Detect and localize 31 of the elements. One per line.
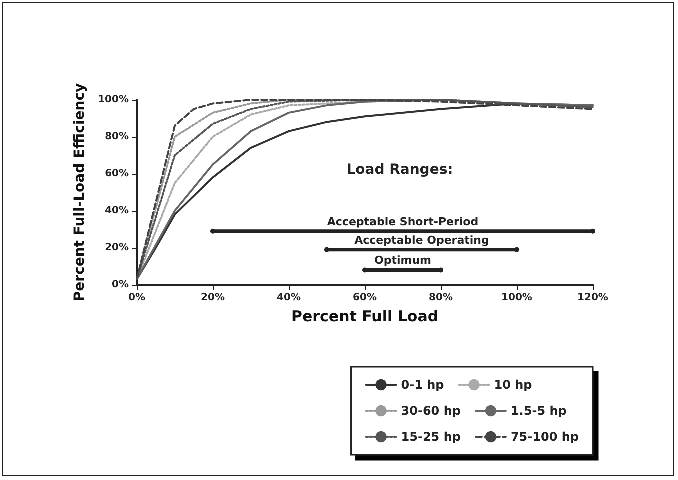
legend-label: 15-25 hp bbox=[401, 430, 462, 444]
point bbox=[438, 268, 444, 273]
legend-label: 30-60 hp bbox=[401, 404, 462, 418]
legend-label: 1.5-5 hp bbox=[510, 404, 568, 418]
point bbox=[362, 268, 368, 273]
legend-label: 75-100 hp bbox=[510, 430, 580, 444]
x-tick-label: 100% bbox=[502, 292, 532, 304]
legend-label: 10 hp bbox=[494, 378, 533, 392]
series-label: Acceptable Operating bbox=[354, 234, 490, 247]
y-tick-label: 100% bbox=[98, 94, 129, 106]
legend-label: 0-1 hp bbox=[401, 378, 445, 392]
x-tick-label: 60% bbox=[353, 292, 377, 304]
point bbox=[514, 247, 520, 252]
y-tick-label: 40% bbox=[105, 206, 129, 216]
x-tick-label: 80% bbox=[429, 292, 453, 304]
series-label: Acceptable Short-Period bbox=[327, 215, 479, 228]
x-tick-label: 20% bbox=[201, 292, 225, 304]
y-tick-label: 60% bbox=[105, 168, 129, 180]
x-tick-label: 40% bbox=[277, 292, 301, 304]
y-tick-label: 0% bbox=[112, 280, 129, 290]
series-label: Optimum bbox=[374, 254, 432, 268]
point bbox=[324, 247, 330, 252]
point bbox=[590, 228, 596, 234]
point bbox=[210, 228, 216, 234]
x-axis-title: Percent Full Load bbox=[291, 308, 439, 326]
x-tick-label: 120% bbox=[578, 292, 608, 304]
y-axis-title: Percent Full-Load Efficiency bbox=[72, 83, 88, 302]
y-tick-label: 80% bbox=[105, 132, 129, 142]
annotation: Load Ranges: bbox=[346, 162, 454, 178]
x-tick-label: 0% bbox=[128, 292, 146, 304]
y-tick-label: 20% bbox=[105, 242, 129, 254]
